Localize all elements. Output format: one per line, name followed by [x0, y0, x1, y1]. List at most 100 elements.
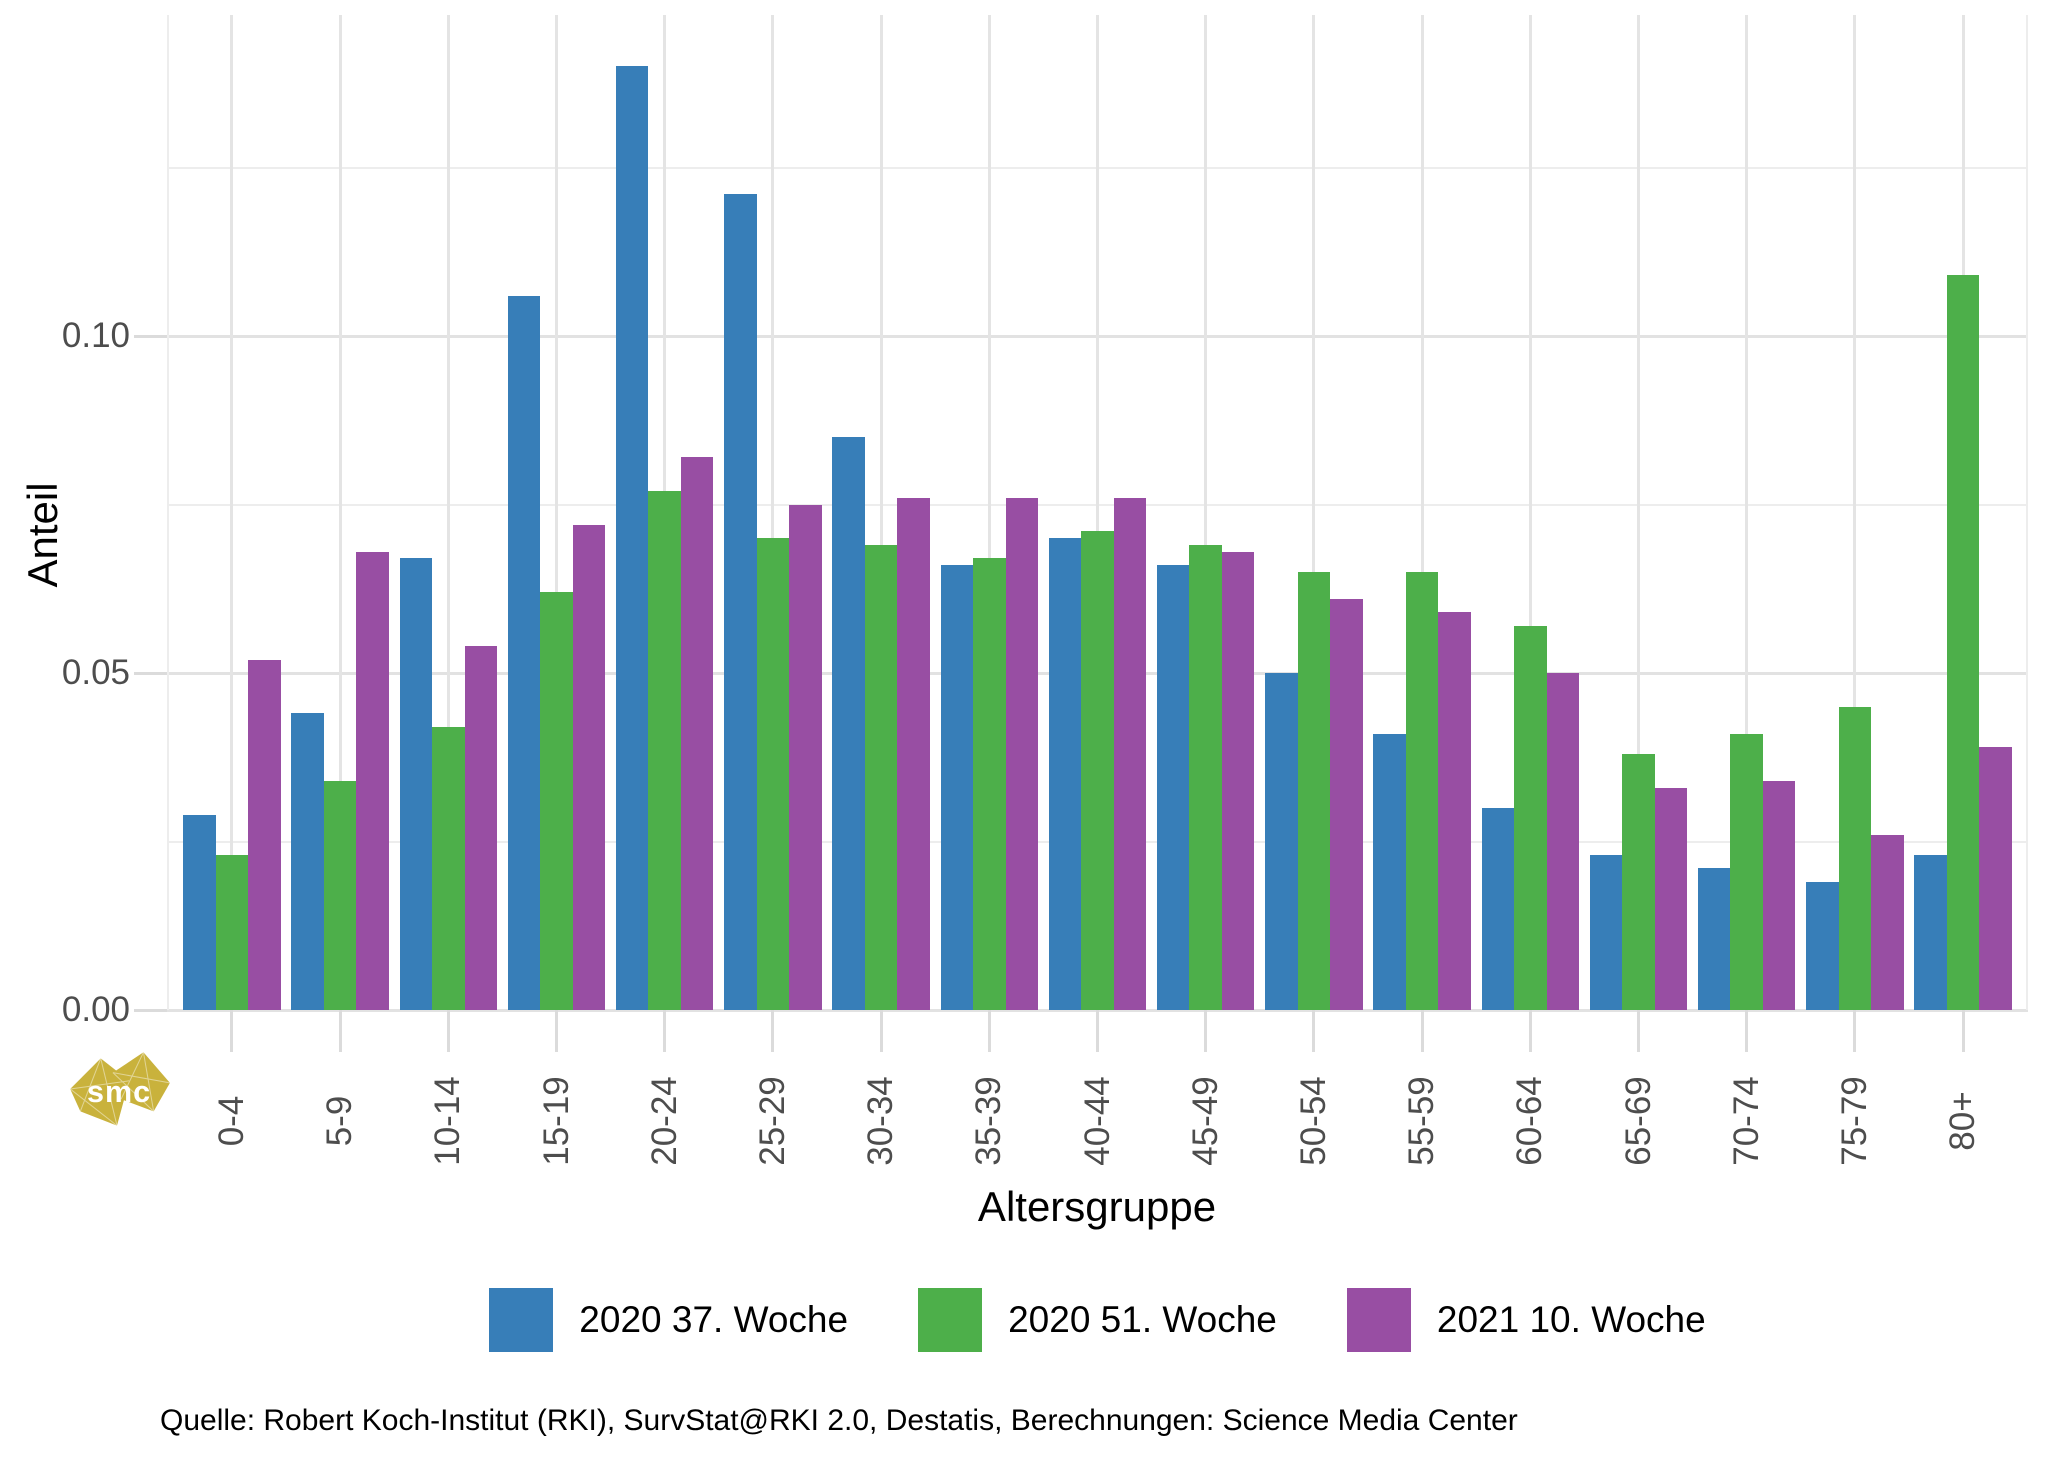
legend-label: 2021 10. Woche	[1436, 1299, 1706, 1340]
x-tick-mark	[1420, 1010, 1424, 1052]
bar	[1438, 612, 1471, 1010]
bar	[183, 814, 216, 1010]
bar	[432, 726, 465, 1010]
y-axis-title: Anteil	[19, 482, 66, 588]
gridline-x-edge	[2026, 15, 2028, 1010]
smc-logo: smc	[69, 1052, 171, 1126]
gridline-x-major	[555, 15, 558, 1010]
bar	[1265, 673, 1298, 1010]
source-caption: Quelle: Robert Koch-Institut (RKI), Surv…	[160, 1404, 1518, 1437]
x-tick-label: 65-69	[1618, 1076, 1658, 1166]
x-tick-label: 10-14	[428, 1076, 468, 1166]
bar	[1189, 544, 1222, 1010]
x-tick-label: 30-34	[861, 1076, 901, 1166]
y-tick-label: 0.10	[61, 316, 130, 355]
bar	[1297, 571, 1331, 1010]
gridline-x-major	[338, 15, 342, 1010]
bar	[507, 295, 541, 1010]
bar	[648, 491, 681, 1010]
x-tick-label: 50-54	[1293, 1076, 1333, 1166]
logo-wireframe	[69, 1052, 171, 1126]
x-tick-mark	[230, 1010, 234, 1052]
x-tick-label: 40-44	[1077, 1076, 1117, 1166]
x-tick-mark	[987, 1010, 991, 1052]
gridline-x-major	[987, 15, 991, 1010]
bar	[789, 504, 822, 1010]
x-tick-mark	[1528, 1010, 1532, 1052]
bar	[1005, 497, 1039, 1010]
bar	[1622, 753, 1655, 1010]
bar	[248, 659, 281, 1010]
gridline-x-major	[879, 15, 883, 1010]
bar	[1373, 733, 1406, 1010]
bar	[615, 66, 649, 1010]
x-tick-mark	[1637, 1010, 1640, 1052]
legend: 2020 37. Woche 2020 51. Woche 2021 10. Woc…	[167, 1288, 2028, 1352]
bar	[540, 592, 573, 1010]
bar	[1048, 538, 1082, 1010]
x-axis-title: Altersgruppe	[977, 1183, 1217, 1230]
bar	[356, 551, 389, 1010]
y-tick-mark	[134, 671, 167, 675]
bar	[1081, 531, 1114, 1010]
gridline-x-major	[1637, 15, 1640, 1010]
bar	[1654, 787, 1688, 1010]
y-tick-label: 0.05	[61, 653, 130, 692]
x-tick-label: 75-79	[1834, 1076, 1874, 1166]
gridline-x-major	[1204, 15, 1208, 1010]
legend-swatch	[1346, 1288, 1411, 1352]
x-tick-mark	[771, 1010, 775, 1052]
bar	[1806, 881, 1839, 1010]
x-tick-label: 35-39	[969, 1076, 1009, 1166]
bar	[1838, 706, 1872, 1010]
bar	[1979, 747, 2012, 1010]
bar	[323, 780, 357, 1010]
bar	[940, 565, 974, 1010]
legend-label: 2020 51. Woche	[1008, 1299, 1277, 1340]
bar	[1221, 551, 1255, 1010]
bar	[1514, 625, 1547, 1010]
bar	[215, 854, 249, 1010]
gridline-x-major	[1745, 15, 1749, 1010]
legend-item: 2020 51. Woche	[918, 1288, 1277, 1352]
gridline-x-major	[1528, 15, 1532, 1010]
bar	[572, 524, 606, 1010]
x-tick-label: 15-19	[536, 1076, 576, 1166]
bar	[1156, 565, 1190, 1010]
legend-item: 2020 37. Woche	[489, 1288, 848, 1352]
bar	[1546, 673, 1580, 1010]
legend-swatch	[918, 1288, 983, 1352]
x-tick-label: 25-29	[752, 1076, 792, 1166]
y-tick-mark	[134, 1008, 167, 1012]
y-tick-mark	[134, 334, 167, 338]
y-tick-label: 0.00	[61, 990, 130, 1029]
bar	[897, 497, 930, 1010]
bar	[973, 558, 1006, 1010]
bar	[1481, 807, 1515, 1010]
logo-text: smc	[87, 1075, 151, 1109]
bar	[1762, 780, 1796, 1010]
x-tick-label: 45-49	[1185, 1076, 1225, 1166]
x-tick-mark	[446, 1010, 450, 1052]
x-tick-label: 80+	[1943, 1091, 1983, 1151]
x-tick-label: 70-74	[1726, 1076, 1766, 1166]
x-tick-mark	[1096, 1010, 1099, 1052]
gridline-x-major	[771, 15, 775, 1010]
bar	[1113, 497, 1147, 1010]
x-tick-mark	[1745, 1010, 1749, 1052]
bar	[464, 646, 498, 1010]
bar	[1697, 868, 1731, 1010]
bar	[864, 544, 898, 1010]
x-tick-mark	[1312, 1010, 1316, 1052]
x-tick-label: 20-24	[644, 1076, 684, 1166]
bar	[1405, 571, 1439, 1010]
bar	[1914, 854, 1947, 1010]
bar	[1871, 834, 1904, 1010]
x-tick-label: 55-59	[1402, 1076, 1442, 1166]
legend-item: 2021 10. Woche	[1346, 1288, 1706, 1352]
bar	[756, 538, 790, 1010]
x-tick-mark	[555, 1010, 558, 1052]
x-tick-label: 5-9	[320, 1095, 360, 1147]
x-tick-mark	[879, 1010, 883, 1052]
